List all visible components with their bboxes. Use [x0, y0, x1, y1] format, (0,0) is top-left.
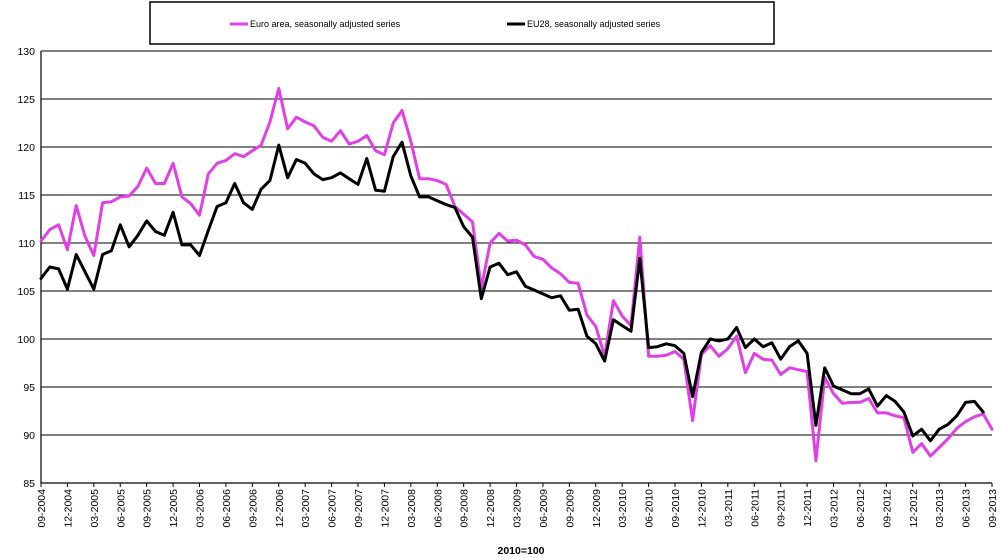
x-tick-label-06-2006: 06-2006 [221, 489, 233, 528]
x-tick-label-09-2010: 09-2010 [670, 489, 682, 528]
y-tick-label-105: 105 [17, 286, 35, 298]
series-line-eu28 [39, 140, 985, 443]
y-tick-label-90: 90 [23, 430, 35, 442]
x-tick-label-06-2008: 06-2008 [432, 489, 444, 528]
x-tick-label-03-2008: 03-2008 [406, 489, 418, 528]
series-line-euro-area [39, 86, 994, 463]
x-tick-label-06-2010: 06-2010 [644, 489, 656, 528]
y-tick-label-95: 95 [23, 382, 35, 394]
y-tick-label-130: 130 [17, 46, 35, 58]
x-tick-label-03-2005: 03-2005 [89, 489, 101, 528]
x-tick-label-09-2006: 09-2006 [247, 489, 259, 528]
x-tick-label-09-2007: 09-2007 [353, 489, 365, 528]
y-tick-label-100: 100 [17, 334, 35, 346]
x-tick-label-06-2005: 06-2005 [115, 489, 127, 528]
x-tick-label-12-2009: 12-2009 [591, 489, 603, 528]
x-tick-label-12-2012: 12-2012 [908, 489, 920, 528]
x-tick-label-06-2007: 06-2007 [327, 489, 339, 528]
y-tick-label-85: 85 [23, 478, 35, 490]
x-tick-label-09-2009: 09-2009 [564, 489, 576, 528]
x-tick-label-09-2004: 09-2004 [36, 489, 48, 528]
x-tick-label-06-2013: 06-2013 [961, 489, 973, 528]
y-tick-label-110: 110 [18, 238, 35, 250]
x-tick-label-09-2013: 09-2013 [987, 489, 999, 528]
x-tick-label-12-2005: 12-2005 [168, 489, 180, 528]
x-tick-label-03-2010: 03-2010 [617, 489, 629, 528]
x-tick-label-12-2011: 12-2011 [802, 489, 814, 527]
y-tick-label-125: 125 [17, 94, 35, 106]
x-tick-label-09-2005: 09-2005 [142, 489, 154, 528]
x-tick-label-06-2011: 06-2011 [749, 489, 761, 527]
x-axis-label: 2010=100 [497, 545, 544, 557]
x-tick-label-09-2011: 09-2011 [776, 489, 788, 527]
x-tick-label-12-2007: 12-2007 [379, 489, 391, 528]
x-tick-label-03-2006: 03-2006 [195, 489, 207, 528]
x-tick-label-03-2013: 03-2013 [934, 489, 946, 528]
x-tick-label-12-2010: 12-2010 [696, 489, 708, 528]
x-tick-label-12-2004: 12-2004 [62, 489, 74, 528]
y-tick-label-115: 115 [18, 190, 35, 202]
x-tick-label-03-2009: 03-2009 [512, 489, 524, 528]
plot-area: 85 90 95 100 105 110 115 120 125 130 09-2004 12-200… [17, 46, 999, 528]
x-tick-label-03-2011: 03-2011 [723, 489, 735, 527]
legend-label-euro-area: Euro area, seasonally adjusted series [250, 19, 401, 29]
x-tick-label-09-2008: 09-2008 [459, 489, 471, 528]
x-tick-label-03-2012: 03-2012 [829, 489, 841, 528]
legend: Euro area, seasonally adjusted series EU… [149, 1, 775, 45]
legend-label-eu28: EU28, seasonally adjusted series [527, 19, 661, 29]
legend-box [149, 1, 775, 45]
x-tick-label-06-2009: 06-2009 [538, 489, 550, 528]
y-tick-label-120: 120 [17, 142, 35, 154]
x-tick-label-03-2007: 03-2007 [300, 489, 312, 528]
x-tick-label-09-2012: 09-2012 [881, 489, 893, 528]
x-tick-label-12-2008: 12-2008 [485, 489, 497, 528]
x-tick-label-12-2006: 12-2006 [274, 489, 286, 528]
x-tick-label-06-2012: 06-2012 [855, 489, 867, 528]
